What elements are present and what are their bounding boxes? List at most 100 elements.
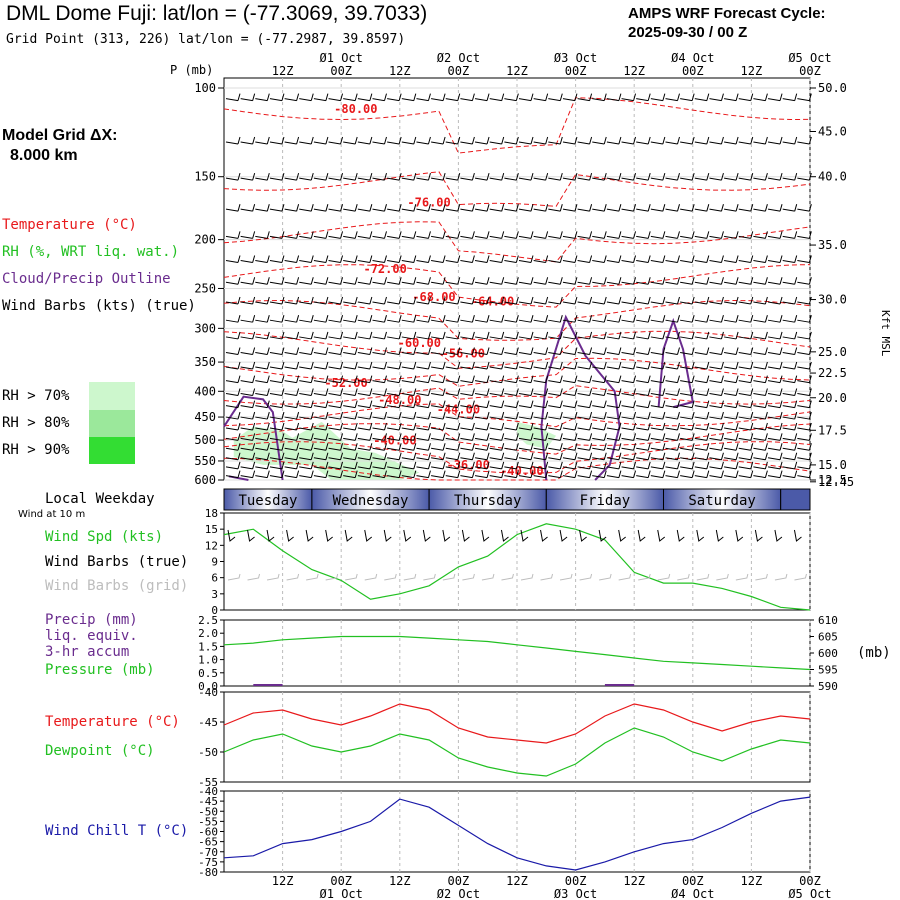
wind-barb [460,255,475,263]
wind-barb [372,277,387,285]
wind-barb [299,331,314,340]
wind-barb [738,461,754,470]
wind-barb [709,204,724,212]
wind-barb [724,296,739,305]
wind-barb-true [540,529,548,542]
wind-barb [474,255,490,263]
wind-barb [767,400,783,409]
top-hour-tick: 00Z [448,64,470,78]
wind-barb [416,433,431,441]
wind-barb [328,388,344,396]
wind-barb [225,433,241,441]
windchill-panel-tick-label: -75 [198,856,218,869]
windchill-panel-tick-label: -50 [198,805,218,818]
wind-barb [694,231,710,239]
wind-barb [489,470,505,479]
wind-barb [592,93,607,102]
wind-barb [372,255,387,263]
wind-barb [518,93,534,102]
wind-barb [460,231,475,239]
wind-barb [445,331,461,340]
wind-barb [636,422,651,431]
wind-barb [401,433,417,441]
wind-barb-grid [481,573,495,581]
wind-barb [387,452,402,461]
temperature-contour [223,457,811,481]
temperature-contour-label: -72.00 [363,262,406,276]
pressure-label: 300 [194,321,216,335]
wind-barb [416,296,431,305]
wind-barb [577,422,593,431]
wind-barb [357,470,373,479]
wind-barb [533,296,549,305]
wind-barb [665,433,680,441]
wind-barb [782,400,798,409]
wind-barb [650,93,666,102]
wind-barb [650,231,666,239]
wind-barb [416,315,431,323]
wind-barb [606,173,622,181]
wind-barb [299,443,314,451]
wind-barb-grid [696,573,710,581]
wind-barb [518,277,534,285]
wind-barb [797,388,812,396]
precip-panel-right-label: 610 [818,614,838,627]
wind-barb [694,443,710,451]
wind-barb [724,255,739,263]
wind-barb [767,443,783,451]
wind-barb [738,173,754,181]
wind-barb [313,470,329,479]
wind-barb [357,331,373,340]
wind-barb [489,433,505,441]
wind-barb [387,315,402,323]
wind-barb [797,173,812,181]
wind-barb [431,277,446,285]
wind-barb [562,315,578,323]
wind-barb [753,443,768,451]
wind-barb [680,388,695,396]
wind-barb [753,204,768,212]
wind-barb [767,388,783,396]
wind-barb [518,443,534,451]
wind-barb [489,255,505,263]
wind-barb [738,375,754,384]
wind-barb [445,277,461,285]
wind-barb [621,277,637,285]
wind-barb [299,93,314,102]
wind-barb [650,433,666,441]
wind-barb [797,347,812,355]
precip-panel-tick-label: 2.5 [198,614,218,627]
temperature-contour [223,423,811,455]
wind-barb [548,173,563,181]
legend-rh80: RH > 80% [2,415,70,431]
wind-barb [665,443,680,451]
kft-label: 12.5 [818,473,847,487]
bottom-hour-tick: 00Z [565,874,587,888]
wind-barb [357,204,373,212]
precip-panel-right-label: 605 [818,631,838,644]
wind-barb [255,375,270,384]
wind-barb [606,470,622,479]
wind-barb-true [383,529,392,542]
wind-barb [504,422,519,431]
wind-barb [284,173,300,181]
wind-barb [328,461,344,470]
wind-barb [782,204,798,212]
wind-barb [782,361,798,370]
wind-barb [343,470,358,479]
wind-barb [372,433,387,441]
wind-barb [313,422,329,431]
wind-barb [313,443,329,451]
wind-barb [445,433,461,441]
wind-barb [401,296,417,305]
wind-barb [328,433,344,441]
wind-barb [797,93,812,102]
legend-rh: RH (%, WRT liq. wat.) [2,244,180,260]
pressure-axis-title: P (mb) [170,63,213,77]
wind-barb [621,296,637,305]
wind-barb [533,433,549,441]
wind-barb [240,461,256,470]
wind-barb [225,347,241,355]
wind-barb [431,433,446,441]
temp-panel-tick-label: -55 [198,776,218,789]
